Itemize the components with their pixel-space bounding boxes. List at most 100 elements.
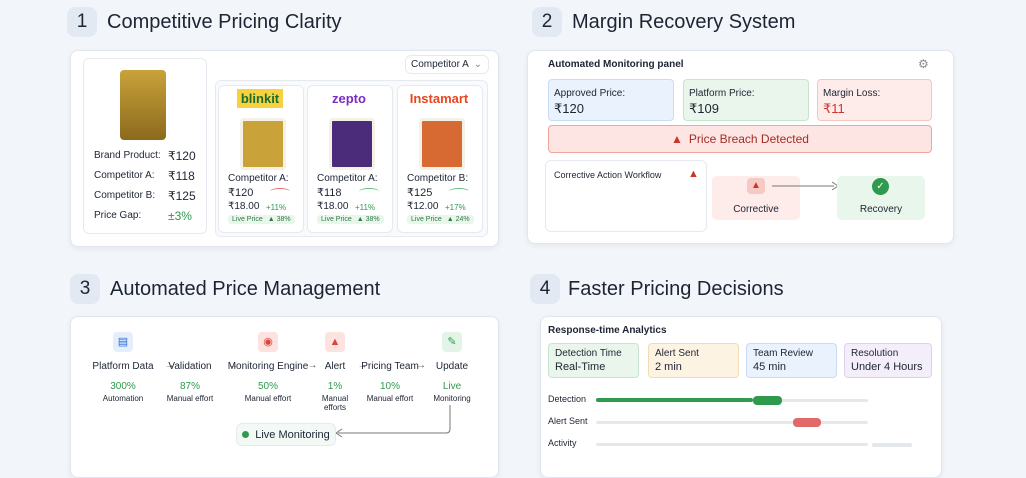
step-label: Update [435,361,469,372]
product-image [419,118,465,170]
retailer-logo: blinkit [220,88,300,110]
row-label: Activity [548,438,577,448]
product-price: ₹120 [228,187,254,199]
step-icon: ▲ [747,178,765,194]
step-label: Alert [324,361,346,372]
step-stat: Live [442,381,462,392]
badge-label: Live Price [321,216,352,223]
step-note: Manual efforts [321,394,349,412]
arrow: → [228,360,238,371]
row-value: ₹118 [168,169,195,183]
row-value: ₹125 [168,189,196,203]
step-label: Recovery [859,204,903,215]
sparkline [449,188,469,195]
step-icon: ▤ [113,332,133,352]
row-label: Price Gap: [94,210,142,221]
live-badge: Live Price ▲ 24% [407,215,474,224]
step-label: Platform Data [92,361,154,372]
metric-value: ₹120 [554,101,584,116]
row-label: Detection [548,394,587,404]
product-label: Competitor B: [407,173,469,184]
live-badge: Live Price ▲ 38% [317,215,384,224]
step-label: Corrective [733,204,779,215]
banner-text: Price Breach Detected [688,132,809,146]
badge-change: ▲ 24% [446,216,470,223]
step-note: Automation [102,394,144,403]
dropdown[interactable]: Competitor A ⌄ [405,55,489,74]
metric-box [548,79,674,121]
metric-value: ₹11 [823,101,845,116]
card-value: 2 min [655,361,682,373]
badge-label: Live Price [411,216,442,223]
retailer-logo: zepto [309,88,389,110]
section-number: 1 [67,7,97,37]
row-label: Alert Sent [548,416,588,426]
section-title: Margin Recovery System [572,11,796,33]
card-label: Resolution [851,348,899,359]
track [596,421,868,424]
product-image [120,70,166,140]
step-note: Manual effort [366,394,414,403]
row-value: ₹120 [168,149,196,163]
card-label: Team Review [753,348,814,359]
change: +11% [266,203,287,212]
step-icon: ✎ [442,332,462,352]
product-label: Competitor A: [228,173,289,184]
step-label: Validation [168,361,212,372]
metric-value: ₹109 [689,101,719,116]
step-note: Manual effort [166,394,214,403]
product-price: ₹118 [317,187,342,199]
arrow: → [357,360,368,371]
section-number: 2 [532,7,562,37]
warning-icon: ▲ [688,168,699,180]
card-value: 45 min [753,361,787,373]
product-image [329,118,375,170]
section-title: Faster Pricing Decisions [568,278,784,300]
arrow: → [307,360,318,371]
row-label: Competitor B: [94,190,156,201]
alert-banner: ▲ Price Breach Detected [548,125,932,153]
marker [793,418,821,427]
step-label: Pricing Team [361,361,419,372]
section-title: Automated Price Management [110,278,381,300]
progress [596,398,753,402]
section-number: 3 [70,274,100,304]
marker [753,396,782,405]
dropdown-label: Competitor A [411,59,469,70]
step-stat: 300% [110,381,136,392]
settings-icon[interactable]: ⚙ [918,57,929,71]
time-card [746,343,837,378]
card-label: Detection Time [555,348,622,359]
card-label: Alert Sent [655,348,699,359]
unit-price: ₹18.00 [317,201,349,212]
arrow: → [164,360,175,371]
sparkline [359,188,379,195]
card-value: Real-Time [555,361,606,373]
metric-box [817,79,932,121]
section-number: 4 [530,274,560,304]
arrow: → [416,360,426,371]
row-label: Competitor A: [94,170,155,181]
page: {"sections":[ {"number":"1","title":"Com… [67,7,954,478]
pill-label: Live Monitoring [255,428,330,441]
step-icon: ✓ [872,178,889,195]
panel-title: Response-time Analytics [548,325,667,336]
metric-box [683,79,809,121]
workflow-title: Corrective Action Workflow [554,170,662,180]
time-card [648,343,739,378]
panel [70,316,499,478]
time-card [548,343,639,378]
step-icon: ◉ [258,332,278,352]
section-title: Competitive Pricing Clarity [107,11,342,33]
row-label: Brand Product: [94,150,161,161]
step-stat: 10% [379,381,400,392]
metric-label: Platform Price: [689,88,755,99]
retailer-logo: Instamart [399,88,479,110]
step-label: Monitoring Engine [227,361,309,372]
track [596,443,868,446]
loop-arrow [335,405,451,438]
step-icon: ▲ [325,332,345,352]
change: +11% [355,203,376,212]
step-stat: 1% [327,381,343,392]
logo-text: blinkit [236,89,284,108]
